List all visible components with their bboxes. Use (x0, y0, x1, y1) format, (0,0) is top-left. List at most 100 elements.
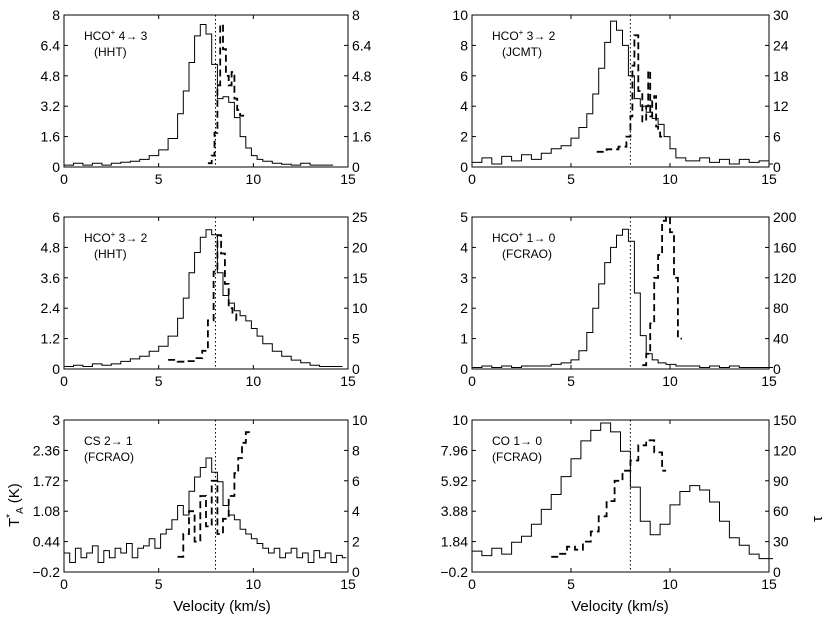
x-tick-label: 0 (60, 373, 68, 389)
plot-frame (471, 419, 770, 573)
y2-tick-label: 10 (352, 412, 368, 428)
y2-tick-label: 2 (352, 534, 360, 550)
y-tick-label: 3 (460, 270, 468, 286)
y-tick-label: 2 (460, 129, 468, 145)
y-tick-label: 3 (52, 412, 60, 428)
line-label: CO 1→ 0 (492, 434, 542, 448)
y-tick-label: 3.2 (41, 98, 61, 114)
x-tick-label: 0 (468, 373, 476, 389)
y2-tick-label: 160 (773, 239, 797, 255)
y2-tick-label: 6.4 (352, 37, 372, 53)
optical-depth-line (551, 439, 667, 558)
optical-depth-line (177, 431, 250, 558)
y2-tick-label: 0 (352, 361, 360, 377)
y2-tick-label: 40 (773, 331, 789, 347)
x-axis-label-left: Velocity (km/s) (173, 598, 271, 615)
x-tick-label: 15 (761, 373, 777, 389)
y-tick-label: 5.92 (441, 473, 468, 489)
y-tick-label: 4.8 (41, 68, 61, 84)
x-axis-label-right: Velocity (km/s) (571, 598, 669, 615)
spectrum-line (472, 20, 773, 165)
panel-cs-2-1-fcrao: 0 5 10 15 −0.2 0.44 1.08 1.72 2.36 3 0 2 4 6 8 10 CS 2→ … (32, 412, 367, 592)
y-tick-label: −0.2 (440, 564, 468, 580)
y-tick-label: 6 (460, 68, 468, 84)
x-tick-label: 0 (60, 171, 68, 187)
x-tick-label: 0 (468, 171, 476, 187)
y-tick-label: 7.96 (441, 442, 468, 458)
y-tick-label: 1.84 (441, 534, 468, 550)
line-label: CS 2→ 1 (84, 434, 133, 448)
line-label: HCO+ 4→ 3 (84, 28, 148, 43)
plot-frame (63, 419, 349, 573)
svg-text:τ: τ (809, 516, 826, 522)
telescope-label: (HHT) (94, 45, 127, 59)
y-tick-label: 2.4 (41, 300, 61, 316)
optical-depth-line (642, 216, 682, 367)
y2-tick-label: 8 (352, 442, 360, 458)
y2-tick-label: 0 (773, 159, 781, 175)
y-tick-label: 4.8 (41, 239, 61, 255)
spectrum-line (472, 228, 773, 368)
x-tick-label: 10 (662, 373, 678, 389)
y2-tick-label: 20 (352, 239, 368, 255)
x-tick-label: 5 (567, 576, 575, 592)
y-tick-label: 0 (460, 361, 468, 377)
y2-tick-label: 15 (352, 270, 368, 286)
y2-tick-label: 18 (773, 68, 789, 84)
y-tick-label: 6.4 (41, 37, 61, 53)
spectrum-line (64, 24, 334, 166)
y-tick-label: 0 (52, 361, 60, 377)
telescope-label: (HHT) (94, 247, 127, 261)
y-tick-label: 1.08 (33, 503, 60, 519)
y2-tick-label: 0 (352, 159, 360, 175)
y-tick-label: 4 (460, 239, 468, 255)
y2-tick-label: 120 (773, 442, 797, 458)
y-tick-label: 4 (460, 98, 468, 114)
y2-tick-label: 3.2 (352, 98, 372, 114)
y-tick-label: 0 (52, 159, 60, 175)
y2-tick-label: 30 (773, 534, 789, 550)
y-tick-label: 10 (452, 412, 468, 428)
x-tick-label: 10 (246, 373, 262, 389)
y2-tick-label: 1.6 (352, 129, 372, 145)
plot-frame (471, 14, 770, 168)
y-tick-label: 2 (460, 300, 468, 316)
y2-tick-label: 120 (773, 270, 797, 286)
y-axis-label-left: T*A(K) (5, 483, 26, 527)
telescope-label: (FCRAO) (84, 450, 134, 464)
y2-tick-label: 30 (773, 7, 789, 23)
plot-frame (471, 216, 770, 370)
y2-tick-label: 8 (352, 7, 360, 23)
y-tick-label: 10 (452, 7, 468, 23)
y2-tick-label: 80 (773, 300, 789, 316)
plot-frame (63, 14, 349, 168)
y2-tick-label: 4.8 (352, 68, 372, 84)
y-tick-label: 1.72 (33, 473, 60, 489)
panel-co-1-0-fcrao: 0 5 10 15 −0.2 1.84 3.88 5.92 7.96 10 0 30 60 90 120 15… (440, 412, 796, 592)
x-tick-label: 10 (662, 171, 678, 187)
y-tick-label: 1 (460, 331, 468, 347)
y-tick-label: 0.44 (33, 534, 60, 550)
x-tick-label: 5 (155, 373, 163, 389)
y2-tick-label: 10 (352, 300, 368, 316)
optical-depth-line (168, 234, 241, 363)
y2-tick-label: 12 (773, 98, 789, 114)
x-tick-label: 15 (761, 171, 777, 187)
y2-tick-label: 60 (773, 503, 789, 519)
y-tick-label: −0.2 (32, 564, 60, 580)
y-tick-label: 2.36 (33, 442, 60, 458)
x-tick-label: 0 (60, 576, 68, 592)
y2-tick-label: 0 (352, 564, 360, 580)
y-tick-label: 6 (52, 209, 60, 225)
telescope-label: (FCRAO) (492, 450, 542, 464)
line-label: HCO+ 3→ 2 (84, 230, 148, 245)
y-tick-label: 0 (460, 159, 468, 175)
y2-tick-label: 150 (773, 412, 797, 428)
x-tick-label: 15 (761, 576, 777, 592)
x-tick-label: 0 (468, 576, 476, 592)
optical-depth-line (207, 23, 245, 165)
x-tick-label: 10 (246, 576, 262, 592)
y-tick-label: 3.6 (41, 270, 61, 286)
